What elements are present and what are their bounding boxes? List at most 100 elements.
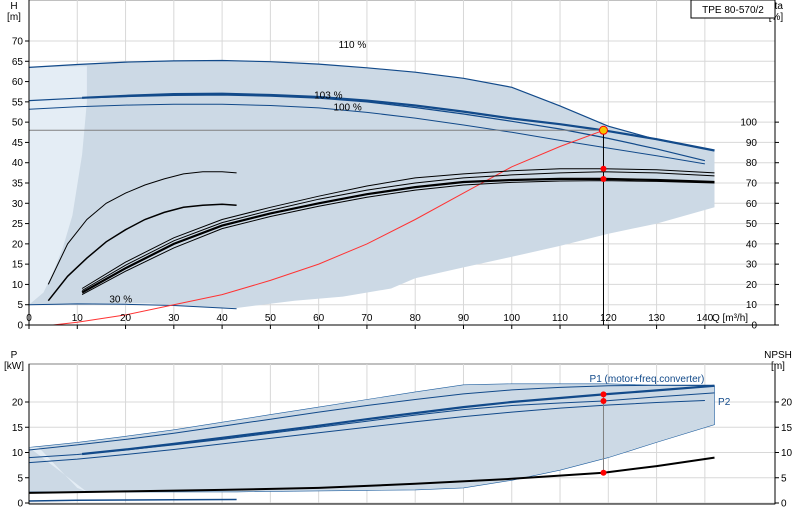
power-curve: [28, 392, 715, 459]
efficiency-marker: [600, 165, 607, 172]
y-tick-label: 25: [12, 219, 24, 230]
head-markers: [29, 125, 608, 325]
y-tick-label: 5: [17, 300, 23, 311]
curve-label: 100 %: [333, 103, 361, 114]
power-curve-labels: P1 (motor+freq.converter) P2: [590, 374, 731, 408]
x-tick-label: 10: [72, 313, 84, 324]
y-axis-label-right: [%]: [769, 12, 784, 23]
y-tick-label: 70: [12, 37, 24, 48]
eta-tick-label: 40: [746, 239, 758, 250]
power-curve: [81, 384, 715, 456]
x-tick-label: 40: [217, 313, 229, 324]
y-tick-label: 60: [12, 77, 24, 88]
power-envelope-left: [29, 447, 87, 492]
y-tick-label: 0: [17, 321, 23, 332]
x-tick-label: 90: [458, 313, 470, 324]
y-tick-label: 10: [12, 280, 24, 291]
power-curve-label: P2: [718, 397, 731, 408]
npsh-tick-label: 15: [781, 423, 793, 434]
head-curve: [82, 92, 715, 152]
power-y-tick-label: 10: [12, 448, 24, 459]
y-tick-label: 30: [12, 199, 24, 210]
eta-tick-label: 80: [746, 158, 758, 169]
x-tick-label: 50: [265, 313, 277, 324]
x-tick-label: 60: [313, 313, 325, 324]
power-axes: 0 5 10 15 20 0 5 10 15 20 P[kW] NPSH[m]: [4, 350, 793, 510]
eta-tick-label: 50: [746, 219, 758, 230]
curve-label: 30 %: [109, 295, 132, 306]
y-tick-label: 40: [12, 158, 24, 169]
power-y-tick-label: 5: [17, 473, 23, 484]
power-curve: [28, 400, 705, 464]
power-curves: [28, 384, 715, 502]
head-axes: 0 10 20 30 40 50 60 70 80 90 100 110 120 130 140051015…: [7, 0, 783, 332]
envelope-left-region: [29, 66, 87, 305]
power-y-axis-label: P: [11, 350, 18, 361]
eta-tick-label: 30: [746, 260, 758, 271]
power-chart: 0 5 10 15 20 0 5 10 15 20 P[kW] NPSH[m] P1 (motor+f…: [4, 350, 793, 510]
efficiency-curve: [81, 177, 715, 294]
eta-tick-label: 0: [751, 321, 757, 332]
x-tick-label: 120: [600, 313, 617, 324]
head-curve-labels: 110 % 103 %100 % 30 %: [109, 40, 366, 305]
efficiency-curve: [81, 171, 715, 291]
head-curve: [28, 103, 705, 165]
model-label: TPE 80-570/2: [690, 0, 776, 19]
power-y-axis-label: [kW]: [4, 361, 24, 372]
x-tick-label: 110: [552, 313, 568, 324]
duty-point-marker: [598, 125, 608, 135]
curve-label: 110 %: [339, 40, 367, 51]
x-tick-label: 70: [361, 313, 373, 324]
head-curve: [28, 94, 706, 162]
curve-label: 103 %: [314, 91, 342, 102]
x-tick-label: 140: [697, 313, 714, 324]
x-axis-label: Q [m³/h]: [712, 313, 748, 324]
eta-tick-label: 10: [746, 300, 758, 311]
npsh-axis-label: [m]: [771, 361, 785, 372]
eta-tick-label: 70: [746, 179, 758, 190]
power-marker: [600, 397, 607, 404]
power-curve: [28, 498, 237, 502]
power-markers: [600, 391, 607, 476]
power-y-tick-label: 20: [12, 398, 24, 409]
x-tick-label: 0: [26, 313, 32, 324]
efficiency-marker: [600, 175, 607, 182]
power-curve: [28, 384, 715, 451]
y-tick-label: 35: [12, 179, 24, 190]
power-curve-label: P1 (motor+freq.converter): [590, 374, 705, 385]
head-chart: 0 10 20 30 40 50 60 70 80 90 100 110 120 130 140051015…: [7, 0, 783, 332]
x-tick-label: 20: [120, 313, 132, 324]
y-tick-label: 55: [12, 97, 24, 108]
npsh-tick-label: 20: [781, 398, 793, 409]
eta-tick-label: 100: [740, 118, 757, 129]
y-tick-label: 15: [12, 260, 24, 271]
power-y-tick-label: 0: [17, 499, 23, 510]
x-tick-label: 80: [410, 313, 422, 324]
y-tick-label: 65: [12, 57, 24, 68]
y-tick-label: 45: [12, 138, 24, 149]
eta-tick-label: 20: [746, 280, 758, 291]
efficiency-curve: [81, 180, 715, 296]
y-tick-label: 50: [12, 118, 24, 129]
head-curve: [28, 59, 715, 152]
efficiency-curve: [47, 203, 237, 302]
x-tick-label: 100: [503, 313, 520, 324]
npsh-curve: [28, 456, 715, 494]
y-axis-label-left: H: [10, 1, 17, 12]
efficiency-curve: [47, 171, 237, 285]
npsh-tick-label: 10: [781, 448, 793, 459]
power-marker: [600, 391, 607, 398]
power-y-tick-label: 15: [12, 423, 24, 434]
y-axis-label-right: eta: [769, 1, 783, 12]
head-curve: [28, 303, 237, 310]
eta-tick-label: 90: [746, 138, 758, 149]
efficiency-curves: [47, 168, 715, 302]
npsh-tick-label: 5: [781, 473, 787, 484]
npsh-marker: [600, 469, 607, 476]
y-tick-label: 20: [12, 239, 24, 250]
y-axis-label-left: [m]: [7, 12, 21, 23]
npsh-axis-label: NPSH: [764, 350, 792, 361]
system-curve: [53, 129, 604, 326]
efficiency-curve: [81, 168, 715, 289]
